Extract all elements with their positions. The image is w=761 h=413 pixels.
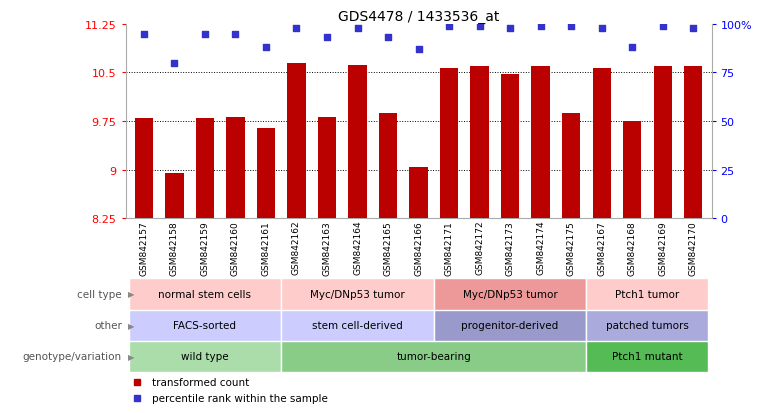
Bar <box>318 117 336 219</box>
Text: Myc/DNp53 tumor: Myc/DNp53 tumor <box>310 289 405 299</box>
Bar <box>282 310 434 341</box>
Text: Ptch1 tumor: Ptch1 tumor <box>616 289 680 299</box>
Text: Ptch1 mutant: Ptch1 mutant <box>612 351 683 361</box>
Bar <box>434 310 587 341</box>
Bar <box>226 117 244 219</box>
Point <box>352 25 364 32</box>
Point <box>291 25 303 32</box>
Text: other: other <box>94 320 122 330</box>
Point <box>138 31 150 38</box>
Text: ▶: ▶ <box>128 290 135 299</box>
Bar <box>409 167 428 219</box>
Text: normal stem cells: normal stem cells <box>158 289 251 299</box>
Bar <box>587 279 708 310</box>
Text: ▶: ▶ <box>128 321 135 330</box>
Text: patched tumors: patched tumors <box>606 320 689 330</box>
Bar <box>129 341 282 372</box>
Bar <box>135 119 153 219</box>
Point <box>473 24 486 30</box>
Text: stem cell-derived: stem cell-derived <box>312 320 403 330</box>
Bar <box>654 67 672 219</box>
Text: genotype/variation: genotype/variation <box>23 351 122 361</box>
Bar <box>593 69 611 219</box>
Text: cell type: cell type <box>77 289 122 299</box>
Text: FACS-sorted: FACS-sorted <box>174 320 237 330</box>
Bar <box>282 341 587 372</box>
Bar <box>379 114 397 219</box>
Title: GDS4478 / 1433536_at: GDS4478 / 1433536_at <box>338 10 499 24</box>
Bar <box>623 122 642 219</box>
Bar <box>349 66 367 219</box>
Point <box>321 35 333 42</box>
Bar <box>196 119 214 219</box>
Text: percentile rank within the sample: percentile rank within the sample <box>152 394 328 404</box>
Point <box>534 24 546 30</box>
Point <box>229 31 241 38</box>
Bar <box>165 173 183 219</box>
Bar <box>288 64 306 219</box>
Bar <box>684 67 702 219</box>
Text: ▶: ▶ <box>128 352 135 361</box>
Point <box>443 24 455 30</box>
Bar <box>434 279 587 310</box>
Text: transformed count: transformed count <box>152 377 249 387</box>
Bar <box>282 279 434 310</box>
Bar <box>470 67 489 219</box>
Text: progenitor-derived: progenitor-derived <box>461 320 559 330</box>
Bar <box>587 341 708 372</box>
Bar <box>129 279 282 310</box>
Point <box>687 25 699 32</box>
Point <box>626 45 638 51</box>
Text: wild type: wild type <box>181 351 229 361</box>
Point <box>412 47 425 53</box>
Point <box>657 24 669 30</box>
Point <box>382 35 394 42</box>
Bar <box>440 69 458 219</box>
Bar <box>562 114 581 219</box>
Bar <box>531 67 549 219</box>
Bar <box>256 128 275 219</box>
Text: tumor-bearing: tumor-bearing <box>396 351 471 361</box>
Point <box>565 24 578 30</box>
Text: Myc/DNp53 tumor: Myc/DNp53 tumor <box>463 289 558 299</box>
Bar <box>587 310 708 341</box>
Bar <box>129 310 282 341</box>
Point <box>199 31 211 38</box>
Point <box>504 25 516 32</box>
Bar <box>501 75 519 219</box>
Point <box>596 25 608 32</box>
Point <box>168 60 180 67</box>
Point <box>260 45 272 51</box>
